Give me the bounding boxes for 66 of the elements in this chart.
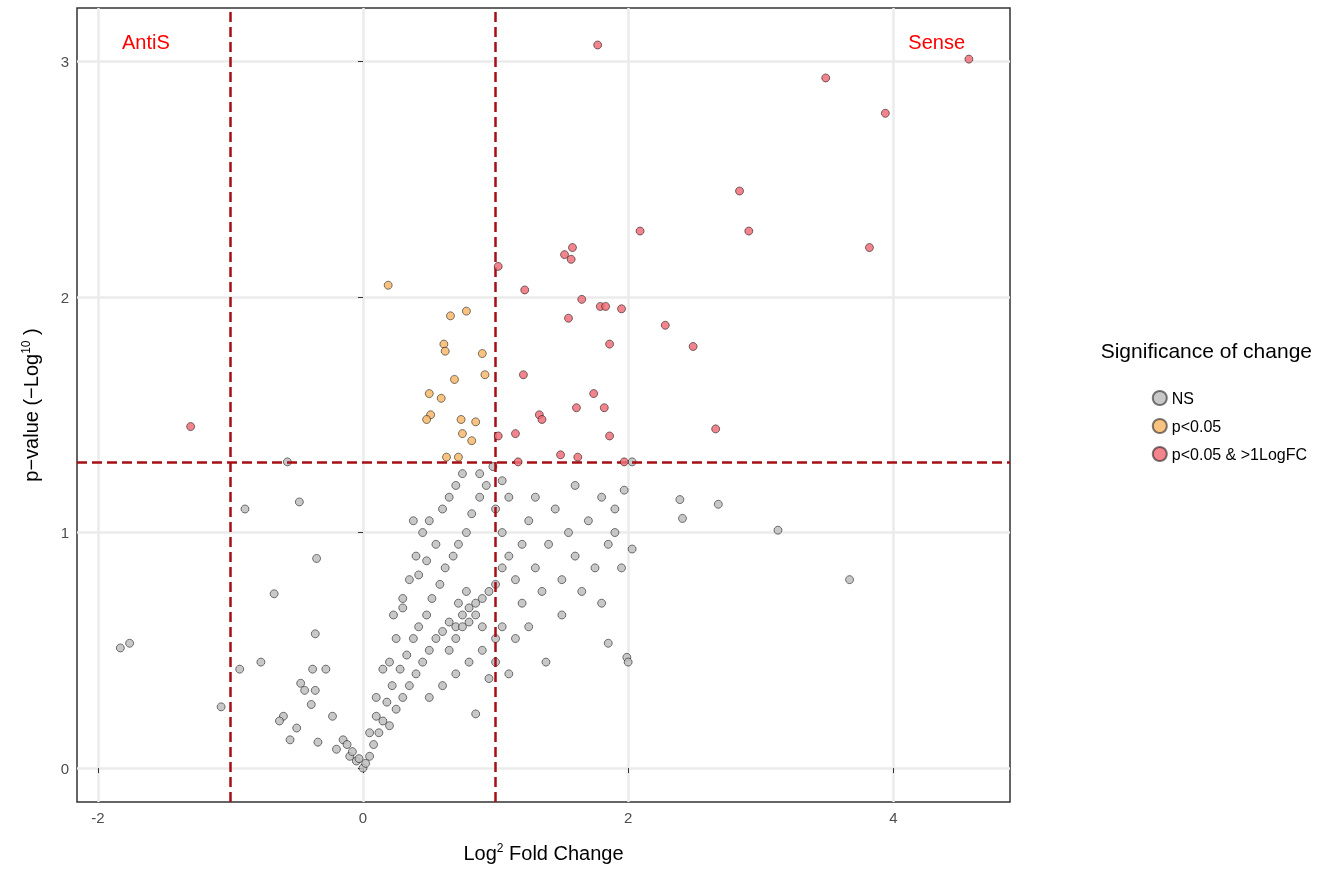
point	[560, 250, 570, 260]
point	[471, 417, 481, 427]
point	[449, 374, 459, 384]
point	[467, 436, 477, 446]
point	[601, 301, 611, 311]
point	[589, 389, 599, 399]
point	[493, 261, 503, 271]
point	[510, 429, 520, 439]
y-tick-label: 0	[60, 759, 69, 777]
point	[605, 339, 615, 349]
legend-label: p<0.05 & >1LogFC	[1171, 445, 1308, 463]
point	[442, 452, 452, 462]
point	[864, 243, 874, 253]
y-tick-label: 3	[60, 52, 69, 70]
x-tick-label: 0	[358, 809, 368, 826]
point	[422, 414, 432, 424]
point	[453, 452, 463, 462]
point	[440, 346, 450, 356]
annotation: AntiS	[122, 31, 170, 53]
x-tick-label: 4	[889, 809, 898, 826]
point	[567, 243, 577, 253]
point	[520, 285, 530, 295]
point	[605, 431, 615, 441]
point	[493, 431, 503, 441]
point	[571, 403, 581, 413]
point	[964, 54, 974, 64]
legend-label: NS	[1171, 389, 1195, 407]
point	[635, 226, 645, 236]
annotation: Sense	[908, 31, 966, 53]
legend-label: p<0.05	[1171, 417, 1222, 435]
point	[573, 452, 583, 462]
point	[424, 389, 434, 399]
point	[619, 457, 629, 467]
legend-title: Significance of change	[1100, 339, 1312, 362]
point	[518, 370, 528, 380]
point	[593, 40, 603, 50]
point	[436, 393, 446, 403]
point	[446, 311, 455, 321]
x-tick-label: -2	[91, 809, 105, 826]
point	[513, 457, 523, 467]
y-tick-label: 2	[60, 288, 69, 306]
point	[577, 294, 587, 304]
point	[383, 280, 393, 290]
point	[744, 226, 754, 236]
point	[688, 341, 698, 351]
point	[660, 320, 670, 330]
point	[457, 429, 467, 439]
point	[735, 186, 745, 196]
point	[480, 370, 490, 380]
point	[617, 304, 627, 314]
point	[556, 450, 566, 460]
x-tick-label: 2	[623, 809, 633, 826]
point	[439, 339, 449, 349]
point	[537, 414, 547, 424]
point	[599, 403, 609, 413]
y-tick-label: 1	[60, 524, 69, 542]
point	[461, 306, 471, 316]
point	[566, 254, 576, 264]
point	[711, 424, 721, 434]
point	[186, 422, 196, 432]
y-axis-title: p−value (−Log10 )	[19, 328, 42, 482]
point	[821, 73, 831, 83]
point	[880, 108, 890, 118]
point	[477, 349, 487, 359]
point	[456, 414, 466, 424]
point	[564, 313, 573, 323]
